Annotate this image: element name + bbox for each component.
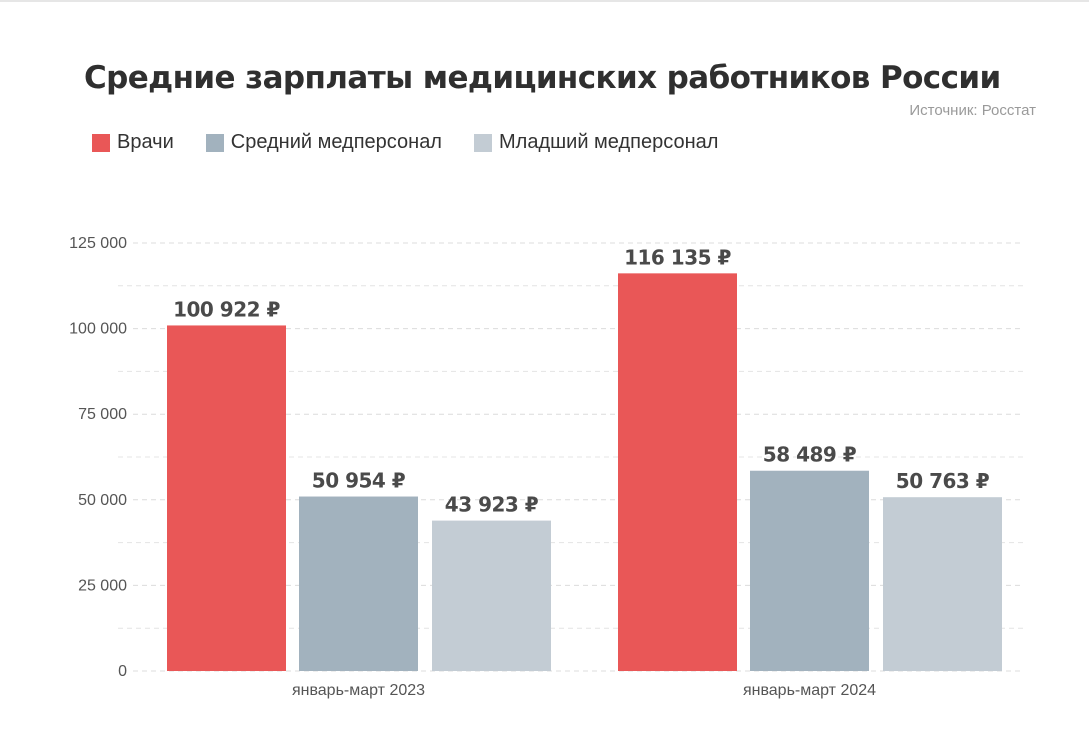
bar [883, 497, 1002, 671]
y-tick-label: 0 [118, 663, 127, 680]
chart-title: Средние зарплаты медицинских работников … [84, 60, 1001, 96]
chart-source: Источник: Росстат [909, 102, 1036, 119]
bar-value-label: 58 489 ₽ [763, 443, 857, 467]
legend-label-mid-staff: Средний медперсонал [230, 131, 442, 153]
bar-labels: 100 922 ₽ 50 954 ₽ 43 923 ₽ 116 135 ₽ 58 489… [173, 245, 990, 516]
legend-swatch-junior-staff [473, 133, 492, 152]
bar-value-label: 100 922 ₽ [173, 297, 280, 321]
bar [618, 273, 737, 671]
y-tick-label: 75 000 [78, 406, 127, 423]
bar [432, 520, 551, 671]
bar-value-label: 116 135 ₽ [624, 245, 731, 269]
bar-value-label: 43 923 ₽ [445, 493, 539, 517]
x-category-label: январь-март 2024 [743, 682, 876, 699]
legend-label-junior-staff: Младший медперсонал [498, 131, 719, 153]
bar-value-label: 50 954 ₽ [312, 469, 406, 493]
legend: Врачи Средний медперсонал Младший медпер… [92, 131, 750, 154]
top-border [0, 0, 1089, 2]
y-axis-ticks: 0 25 000 50 000 75 000 100 000 125 000 [69, 235, 127, 680]
y-tick-label: 50 000 [78, 492, 127, 509]
y-tick-label: 25 000 [78, 577, 127, 594]
x-category-label: январь-март 2023 [292, 682, 425, 699]
bar [167, 325, 286, 671]
category-labels: январь-март 2023 январь-март 2024 [292, 682, 876, 699]
legend-item-mid-staff: Средний медперсонал [205, 131, 442, 154]
bar [299, 496, 418, 671]
y-tick-label: 100 000 [69, 321, 127, 338]
bar [750, 470, 869, 671]
legend-swatch-mid-staff [205, 133, 224, 152]
legend-item-junior-staff: Младший медперсонал [473, 131, 719, 154]
legend-swatch-doctors [92, 133, 110, 152]
legend-item-doctors: Врачи [92, 131, 174, 154]
y-tick-label: 125 000 [69, 235, 127, 252]
bars [167, 273, 1002, 671]
bar-value-label: 50 763 ₽ [896, 469, 990, 493]
legend-label-doctors: Врачи [117, 131, 174, 153]
